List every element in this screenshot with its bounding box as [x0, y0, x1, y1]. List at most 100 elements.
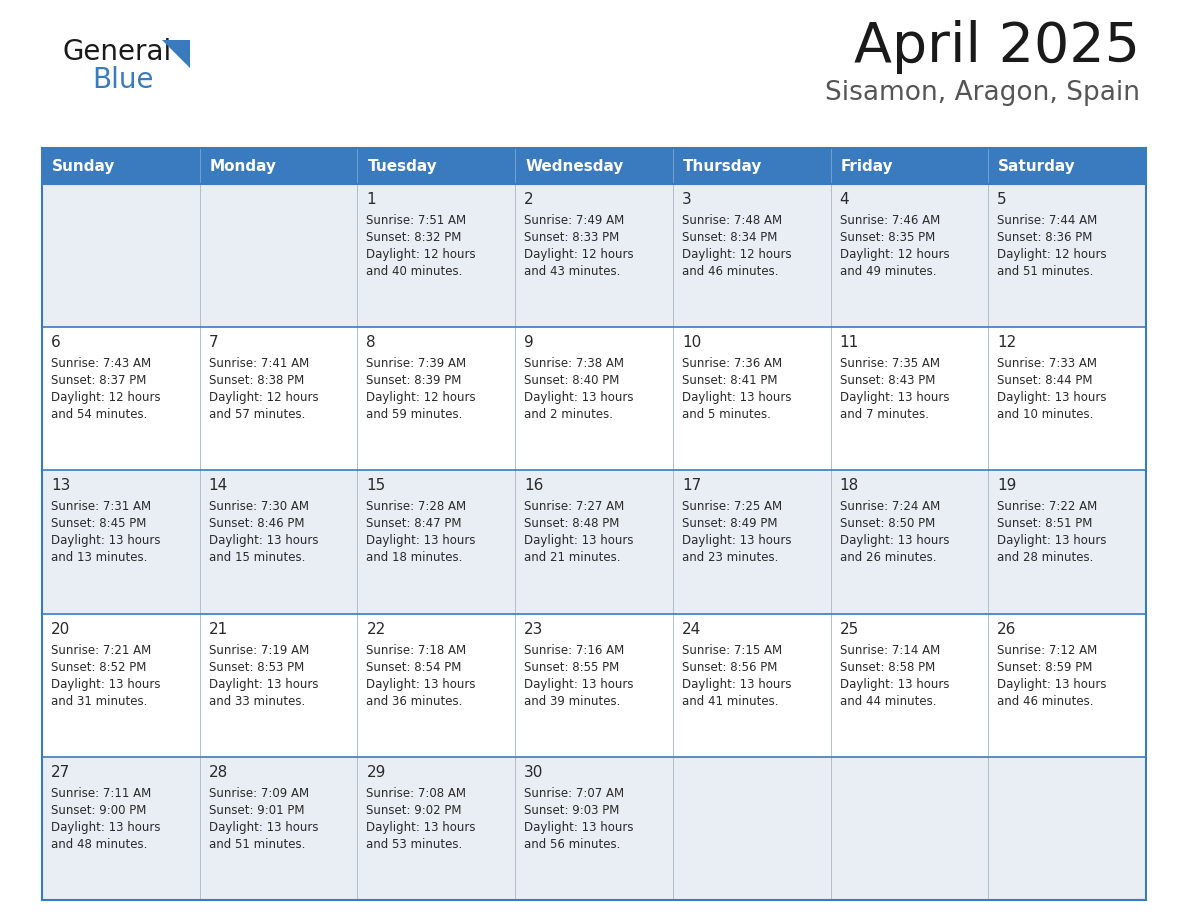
Text: Sunset: 8:37 PM: Sunset: 8:37 PM: [51, 375, 146, 387]
Text: Sunrise: 7:27 AM: Sunrise: 7:27 AM: [524, 500, 625, 513]
Text: Sunrise: 7:22 AM: Sunrise: 7:22 AM: [997, 500, 1098, 513]
Text: and 59 minutes.: and 59 minutes.: [366, 409, 463, 421]
Text: and 43 minutes.: and 43 minutes.: [524, 265, 620, 278]
Text: Sunset: 8:33 PM: Sunset: 8:33 PM: [524, 231, 619, 244]
Text: 29: 29: [366, 765, 386, 779]
Text: and 21 minutes.: and 21 minutes.: [524, 552, 620, 565]
Text: Thursday: Thursday: [683, 159, 763, 174]
Text: Daylight: 13 hours: Daylight: 13 hours: [840, 677, 949, 690]
Text: 24: 24: [682, 621, 701, 636]
Text: Sunset: 8:32 PM: Sunset: 8:32 PM: [366, 231, 462, 244]
Text: and 49 minutes.: and 49 minutes.: [840, 265, 936, 278]
Text: and 23 minutes.: and 23 minutes.: [682, 552, 778, 565]
Text: Daylight: 12 hours: Daylight: 12 hours: [682, 248, 791, 261]
Text: Sunrise: 7:28 AM: Sunrise: 7:28 AM: [366, 500, 467, 513]
Text: Sunrise: 7:15 AM: Sunrise: 7:15 AM: [682, 644, 782, 656]
Text: Daylight: 13 hours: Daylight: 13 hours: [682, 534, 791, 547]
Text: Sunset: 8:49 PM: Sunset: 8:49 PM: [682, 518, 777, 531]
Text: Sunset: 8:55 PM: Sunset: 8:55 PM: [524, 661, 619, 674]
Text: Daylight: 13 hours: Daylight: 13 hours: [524, 534, 633, 547]
Text: Sunrise: 7:48 AM: Sunrise: 7:48 AM: [682, 214, 782, 227]
FancyBboxPatch shape: [42, 327, 1146, 470]
Text: Sunrise: 7:35 AM: Sunrise: 7:35 AM: [840, 357, 940, 370]
Text: Daylight: 12 hours: Daylight: 12 hours: [209, 391, 318, 404]
Text: Sunrise: 7:44 AM: Sunrise: 7:44 AM: [997, 214, 1098, 227]
Text: Sunrise: 7:07 AM: Sunrise: 7:07 AM: [524, 787, 624, 800]
Text: and 56 minutes.: and 56 minutes.: [524, 838, 620, 851]
Text: Sunset: 8:41 PM: Sunset: 8:41 PM: [682, 375, 777, 387]
Text: and 39 minutes.: and 39 minutes.: [524, 695, 620, 708]
FancyBboxPatch shape: [42, 756, 1146, 900]
Text: 19: 19: [997, 478, 1017, 493]
Text: Daylight: 12 hours: Daylight: 12 hours: [366, 391, 476, 404]
Polygon shape: [162, 40, 190, 68]
Text: General: General: [62, 38, 171, 66]
Text: 12: 12: [997, 335, 1017, 350]
Text: Daylight: 12 hours: Daylight: 12 hours: [997, 248, 1107, 261]
Text: Sunrise: 7:18 AM: Sunrise: 7:18 AM: [366, 644, 467, 656]
Text: Friday: Friday: [841, 159, 893, 174]
Text: 2: 2: [524, 192, 533, 207]
Text: Sunrise: 7:39 AM: Sunrise: 7:39 AM: [366, 357, 467, 370]
Text: Sunset: 8:59 PM: Sunset: 8:59 PM: [997, 661, 1093, 674]
Text: Sunset: 8:53 PM: Sunset: 8:53 PM: [209, 661, 304, 674]
Text: and 18 minutes.: and 18 minutes.: [366, 552, 463, 565]
Text: Sunset: 8:39 PM: Sunset: 8:39 PM: [366, 375, 462, 387]
Text: Daylight: 12 hours: Daylight: 12 hours: [51, 391, 160, 404]
Text: Daylight: 12 hours: Daylight: 12 hours: [366, 248, 476, 261]
Text: Daylight: 13 hours: Daylight: 13 hours: [209, 821, 318, 834]
Text: Daylight: 13 hours: Daylight: 13 hours: [51, 677, 160, 690]
FancyBboxPatch shape: [42, 148, 1146, 184]
Text: Sunset: 8:34 PM: Sunset: 8:34 PM: [682, 231, 777, 244]
Text: and 15 minutes.: and 15 minutes.: [209, 552, 305, 565]
Text: 5: 5: [997, 192, 1007, 207]
Text: April 2025: April 2025: [854, 20, 1140, 74]
Text: Sunset: 8:35 PM: Sunset: 8:35 PM: [840, 231, 935, 244]
Text: Sunrise: 7:36 AM: Sunrise: 7:36 AM: [682, 357, 782, 370]
Text: 9: 9: [524, 335, 533, 350]
Text: Sunrise: 7:19 AM: Sunrise: 7:19 AM: [209, 644, 309, 656]
Text: and 7 minutes.: and 7 minutes.: [840, 409, 929, 421]
Text: Sunday: Sunday: [52, 159, 115, 174]
Text: Daylight: 13 hours: Daylight: 13 hours: [366, 677, 476, 690]
Text: Daylight: 13 hours: Daylight: 13 hours: [524, 821, 633, 834]
Text: and 5 minutes.: and 5 minutes.: [682, 409, 771, 421]
Text: Sunrise: 7:12 AM: Sunrise: 7:12 AM: [997, 644, 1098, 656]
Text: Tuesday: Tuesday: [367, 159, 437, 174]
Text: Daylight: 13 hours: Daylight: 13 hours: [997, 391, 1107, 404]
Text: Sunset: 9:03 PM: Sunset: 9:03 PM: [524, 804, 619, 817]
Text: and 36 minutes.: and 36 minutes.: [366, 695, 463, 708]
Text: and 48 minutes.: and 48 minutes.: [51, 838, 147, 851]
Text: and 57 minutes.: and 57 minutes.: [209, 409, 305, 421]
Text: 4: 4: [840, 192, 849, 207]
Text: 6: 6: [51, 335, 61, 350]
FancyBboxPatch shape: [42, 184, 1146, 327]
Text: 14: 14: [209, 478, 228, 493]
Text: 17: 17: [682, 478, 701, 493]
Text: Sunrise: 7:49 AM: Sunrise: 7:49 AM: [524, 214, 625, 227]
Text: Sunset: 8:46 PM: Sunset: 8:46 PM: [209, 518, 304, 531]
Text: Daylight: 12 hours: Daylight: 12 hours: [524, 248, 633, 261]
Text: 25: 25: [840, 621, 859, 636]
Text: Sunrise: 7:11 AM: Sunrise: 7:11 AM: [51, 787, 151, 800]
Text: and 54 minutes.: and 54 minutes.: [51, 409, 147, 421]
Text: Daylight: 13 hours: Daylight: 13 hours: [209, 534, 318, 547]
Text: Sunrise: 7:43 AM: Sunrise: 7:43 AM: [51, 357, 151, 370]
Text: Sunrise: 7:21 AM: Sunrise: 7:21 AM: [51, 644, 151, 656]
Text: Wednesday: Wednesday: [525, 159, 624, 174]
Text: Sunrise: 7:24 AM: Sunrise: 7:24 AM: [840, 500, 940, 513]
Text: Daylight: 13 hours: Daylight: 13 hours: [682, 391, 791, 404]
Text: Daylight: 13 hours: Daylight: 13 hours: [840, 391, 949, 404]
Text: Daylight: 13 hours: Daylight: 13 hours: [366, 821, 476, 834]
Text: Daylight: 13 hours: Daylight: 13 hours: [840, 534, 949, 547]
Text: Sunset: 8:40 PM: Sunset: 8:40 PM: [524, 375, 619, 387]
Text: Sunrise: 7:51 AM: Sunrise: 7:51 AM: [366, 214, 467, 227]
Text: Sunset: 8:45 PM: Sunset: 8:45 PM: [51, 518, 146, 531]
Text: Sunrise: 7:33 AM: Sunrise: 7:33 AM: [997, 357, 1098, 370]
Text: Blue: Blue: [91, 66, 153, 94]
Text: Sunrise: 7:08 AM: Sunrise: 7:08 AM: [366, 787, 467, 800]
FancyBboxPatch shape: [42, 613, 1146, 756]
Text: 30: 30: [524, 765, 544, 779]
Text: Daylight: 13 hours: Daylight: 13 hours: [51, 821, 160, 834]
FancyBboxPatch shape: [42, 470, 1146, 613]
